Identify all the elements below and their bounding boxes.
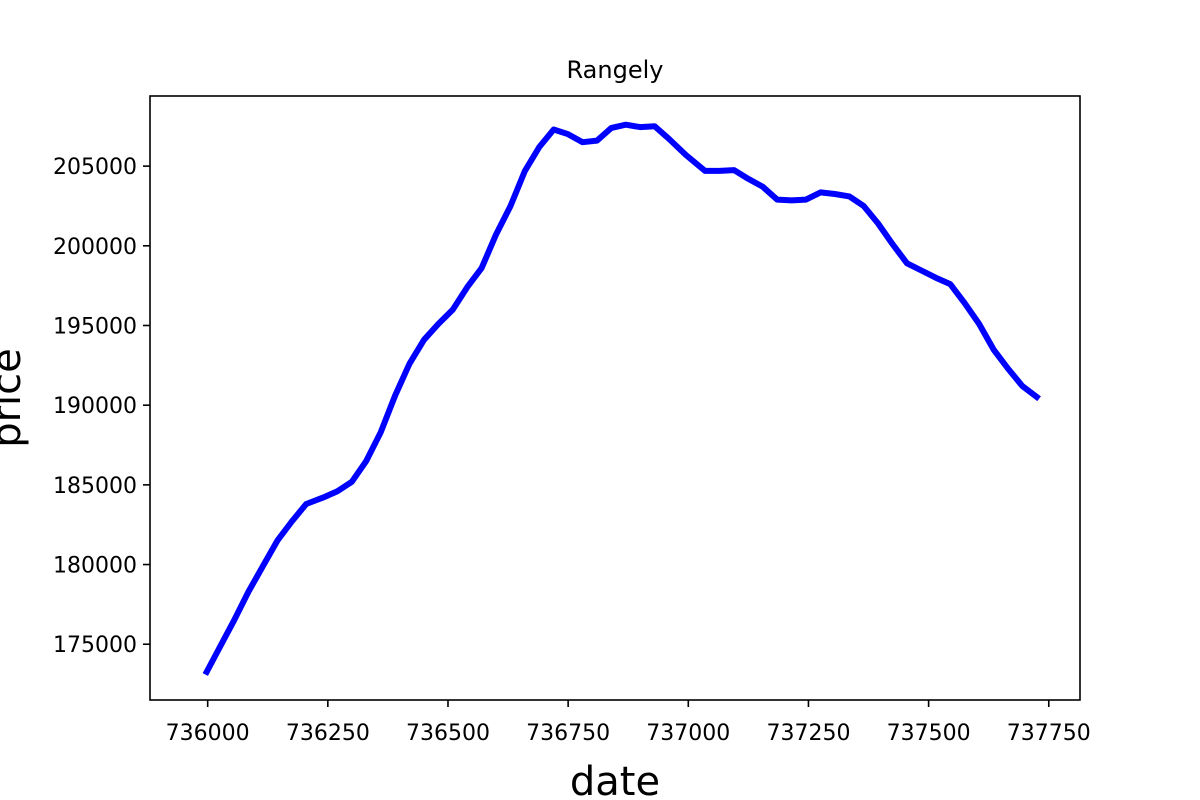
chart-title: Rangely (567, 56, 664, 84)
x-tick-label: 736750 (526, 721, 610, 746)
axis-ticks: 736000 736250 736500 736750 737000 737250 7375… (53, 155, 1091, 746)
x-tick-label: 737500 (887, 721, 971, 746)
y-tick-label: 185000 (53, 474, 137, 499)
y-tick-label: 195000 (53, 314, 137, 339)
y-tick-label: 175000 (53, 633, 137, 658)
x-tick-label: 737000 (646, 721, 730, 746)
x-tick-label: 736500 (406, 721, 490, 746)
x-axis-label: date (570, 759, 660, 800)
y-tick-label: 200000 (53, 235, 137, 260)
x-tick-label: 737750 (1007, 721, 1091, 746)
plot-frame (149, 95, 1081, 701)
y-tick-label: 190000 (53, 394, 137, 419)
y-tick-label: 205000 (53, 155, 137, 180)
x-tick-label: 736250 (286, 721, 370, 746)
y-axis-label: price (0, 348, 30, 448)
series-line (202, 121, 1041, 676)
x-tick-label: 736000 (166, 721, 250, 746)
y-tick-label: 180000 (53, 554, 137, 579)
x-tick-label: 737250 (766, 721, 850, 746)
